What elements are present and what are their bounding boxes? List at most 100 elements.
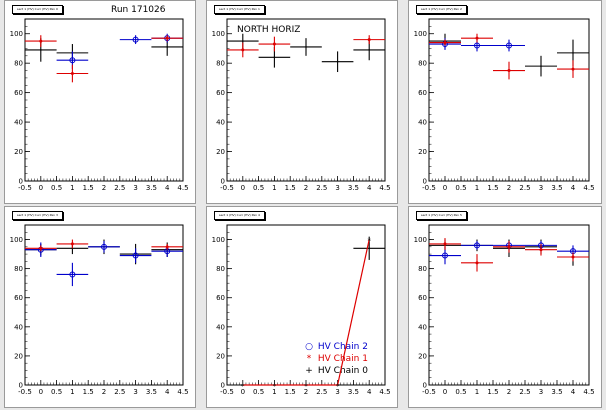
x-tick-label: 0 (241, 388, 245, 396)
x-tick-label: 4 (571, 184, 576, 192)
data-point (443, 242, 447, 246)
data-point (40, 49, 42, 51)
x-tick-label: 3.5 (146, 388, 157, 396)
y-tick-label: 20 (14, 352, 23, 360)
star-marker: * (273, 383, 277, 391)
data-point (368, 49, 370, 51)
legend-label: HV Chain 2 (317, 342, 368, 352)
x-tick-label: -0.5 (220, 388, 234, 396)
legend-entry-chain2: ○ HV Chain 2 (303, 341, 368, 353)
x-tick-label: 4 (165, 388, 170, 396)
y-tick-label: 20 (216, 352, 225, 360)
pad-title-2: sect 1 (HV) Curr (HV) Pan 2 (416, 5, 467, 14)
x-tick-label: 2 (102, 184, 106, 192)
data-point (166, 46, 168, 48)
data-point (474, 42, 480, 49)
x-tick-label: 2.5 (519, 388, 530, 396)
pad-title-4: sect 1 (HV) Curr (HV) Pan 4 (214, 211, 265, 220)
x-tick-label: 3.5 (348, 388, 359, 396)
x-tick-label: 3 (539, 184, 543, 192)
y-tick-label: 100 (212, 30, 225, 38)
x-tick-label: 0.5 (253, 184, 264, 192)
y-tick-label: 80 (14, 265, 23, 273)
y-tick-label: 80 (14, 60, 23, 68)
x-tick-label: 4.5 (379, 388, 390, 396)
data-point (39, 246, 43, 250)
data-point (571, 67, 575, 71)
x-tick-label: 4 (367, 388, 372, 396)
y-tick-label: 40 (418, 323, 427, 331)
data-point (273, 56, 276, 59)
x-tick-label: 1 (475, 388, 479, 396)
x-tick-label: 1.5 (83, 184, 94, 192)
data-point (442, 252, 448, 259)
x-tick-label: 1.5 (285, 184, 296, 192)
x-tick-label: 1.5 (83, 388, 94, 396)
data-point (241, 48, 245, 52)
y-tick-label: 100 (414, 236, 427, 244)
pad-title-1: sect 1 (HV) Curr (HV) Pan 1 (214, 5, 265, 14)
x-tick-label: 2.5 (114, 388, 125, 396)
y-tick-label: 80 (216, 265, 225, 273)
y-tick-label: 0 (19, 178, 23, 186)
x-tick-label: 2.5 (316, 184, 327, 192)
x-tick-label: 0.5 (51, 388, 62, 396)
data-point (540, 65, 542, 67)
plot-pad-0: sect 1 (HV) Curr (HV) Pan 0 Run 171026 -… (4, 0, 196, 204)
corner-label: NORTH HORIZ (237, 25, 301, 35)
series-line (242, 239, 370, 386)
x-tick-label: 3.5 (551, 184, 562, 192)
x-tick-label: 2 (304, 184, 308, 192)
y-tick-label: 40 (216, 323, 225, 331)
star-marker: * (367, 237, 371, 245)
y-tick-label: 100 (10, 236, 23, 244)
star-marker: * (241, 383, 245, 391)
plot-frame (24, 18, 184, 182)
x-tick-label: 4.5 (583, 184, 594, 192)
y-tick-label: 80 (418, 60, 427, 68)
data-point (443, 41, 447, 45)
data-point (507, 245, 511, 249)
pad-title-5: sect 1 (HV) Curr (HV) Pan 5 (416, 211, 467, 220)
x-tick-label: 4.5 (583, 388, 594, 396)
plot-pad-2: sect 1 (HV) Curr (HV) Pan 2 -0.5 0 0.5 1 1.5… (408, 0, 602, 204)
plot-pad-4: sect 1 (HV) Curr (HV) Pan 4 ○ HV Chain 2… (206, 206, 398, 408)
x-tick-label: 0.5 (51, 184, 62, 192)
x-tick-label: 3.5 (146, 184, 157, 192)
y-tick-label: 80 (418, 265, 427, 273)
x-tick-label: 0 (39, 184, 43, 192)
plot-frame (226, 224, 386, 386)
y-tick-label: 0 (423, 382, 427, 390)
x-tick-label: 1 (272, 388, 276, 396)
y-tick-label: 20 (14, 148, 23, 156)
data-point (70, 71, 74, 75)
data-point (367, 38, 371, 42)
x-tick-label: 2.5 (519, 184, 530, 192)
y-tick-label: 20 (418, 148, 427, 156)
star-marker: * (336, 383, 340, 391)
y-tick-label: 60 (216, 294, 225, 302)
x-tick-label: 3 (133, 388, 137, 396)
data-point (507, 69, 511, 73)
x-tick-label: 2.5 (114, 184, 125, 192)
x-tick-label: 3 (539, 388, 543, 396)
data-point (475, 261, 479, 265)
data-point (368, 247, 370, 250)
data-point (39, 39, 43, 43)
data-point (336, 60, 339, 63)
data-point (506, 42, 512, 49)
x-tick-label: 2 (102, 388, 106, 396)
x-tick-label: 2 (304, 388, 308, 396)
star-marker: * (304, 383, 308, 391)
x-tick-label: -0.5 (422, 184, 436, 192)
x-tick-label: 0.5 (253, 388, 264, 396)
data-point (272, 42, 276, 46)
circle-marker-icon: ○ (305, 342, 313, 352)
x-tick-label: 0.5 (455, 184, 466, 192)
x-tick-label: 0.5 (455, 388, 466, 396)
data-point (69, 57, 76, 64)
